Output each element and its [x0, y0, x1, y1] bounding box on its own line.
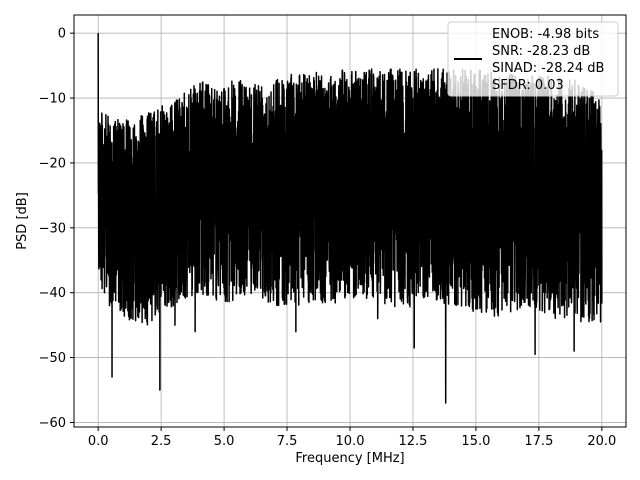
- y-tick-label: −40: [39, 286, 66, 301]
- x-tick-label: 12.5: [398, 434, 427, 449]
- y-tick-label: −10: [39, 92, 66, 107]
- x-tick-label: 15.0: [461, 434, 490, 449]
- y-tick-label: −20: [39, 156, 66, 171]
- legend-sfdr: SFDR: 0.03: [492, 78, 564, 93]
- x-tick-label: 10.0: [336, 434, 365, 449]
- legend: ENOB: -4.98 bits SNR: -28.23 dB SINAD: -…: [447, 21, 619, 97]
- x-axis-label: Frequency [MHz]: [295, 451, 404, 466]
- x-tick-label: 17.5: [524, 434, 553, 449]
- psd-series-group: [97, 33, 603, 404]
- y-tick-label: −30: [39, 221, 66, 236]
- legend-box: [447, 21, 619, 97]
- legend-snr: SNR: -28.23 dB: [492, 44, 590, 59]
- x-axis-ticks: 0.0 2.5 5.0 7.5 10.0 12.5 15.0 17.5 20.0: [88, 427, 616, 449]
- y-tick-label: −60: [39, 416, 66, 431]
- legend-sinad: SINAD: -28.24 dB: [492, 61, 604, 76]
- y-axis-label: PSD [dB]: [15, 192, 30, 250]
- x-tick-label: 0.0: [88, 434, 109, 449]
- x-tick-label: 5.0: [214, 434, 235, 449]
- psd-series-line: [97, 33, 603, 404]
- legend-enob: ENOB: -4.98 bits: [492, 27, 599, 42]
- plot-area: [97, 33, 603, 404]
- x-tick-label: 7.5: [277, 434, 298, 449]
- y-tick-label: −50: [39, 351, 66, 366]
- y-axis-ticks: 0 −10 −20 −30 −40 −50 −60: [39, 27, 74, 431]
- x-tick-label: 20.0: [587, 434, 616, 449]
- x-tick-label: 2.5: [151, 434, 172, 449]
- y-tick-label: 0: [58, 27, 66, 42]
